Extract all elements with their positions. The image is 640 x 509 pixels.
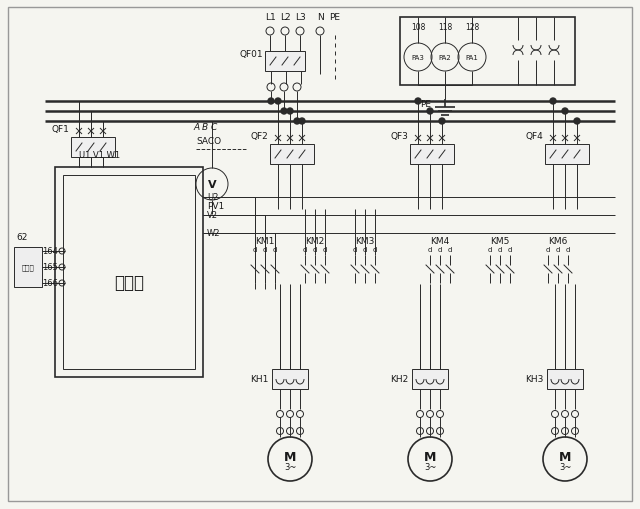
Text: d: d	[546, 246, 550, 252]
Text: KH1: KH1	[250, 375, 268, 384]
Bar	[270, 145, 314, 165]
Text: KM3: KM3	[355, 237, 374, 246]
Text: PA1: PA1	[465, 55, 479, 61]
Bar	[547, 369, 583, 389]
Text: d: d	[508, 246, 512, 252]
Circle shape	[275, 99, 281, 105]
Bar	[272, 369, 308, 389]
Text: 3~: 3~	[284, 463, 296, 471]
Text: d: d	[428, 246, 432, 252]
Text: QF2: QF2	[250, 132, 268, 140]
Text: 108: 108	[411, 23, 425, 33]
Circle shape	[294, 119, 300, 125]
Text: d: d	[498, 246, 502, 252]
Text: KM4: KM4	[430, 237, 450, 246]
Text: 165: 165	[42, 263, 58, 272]
Text: d: d	[303, 246, 307, 252]
Circle shape	[562, 109, 568, 115]
Text: KM2: KM2	[305, 237, 324, 246]
Text: U1 V1 W1: U1 V1 W1	[79, 151, 120, 160]
Text: M: M	[559, 450, 571, 464]
Text: PE: PE	[420, 100, 431, 109]
Text: V2: V2	[207, 211, 218, 220]
Text: d: d	[373, 246, 377, 252]
Bar	[265, 52, 305, 72]
Text: d: d	[323, 246, 327, 252]
Text: L2: L2	[280, 13, 291, 22]
Text: W2: W2	[207, 229, 221, 238]
Text: QF1: QF1	[51, 125, 69, 134]
Text: 128: 128	[465, 23, 479, 33]
Text: d: d	[253, 246, 257, 252]
Text: d: d	[556, 246, 560, 252]
Text: 118: 118	[438, 23, 452, 33]
Text: SACO: SACO	[196, 137, 221, 146]
Circle shape	[415, 99, 421, 105]
Text: 166: 166	[42, 279, 58, 288]
Text: KM5: KM5	[490, 237, 509, 246]
Text: M: M	[284, 450, 296, 464]
Text: d: d	[263, 246, 267, 252]
Circle shape	[281, 109, 287, 115]
Text: d: d	[353, 246, 357, 252]
Text: A B C: A B C	[194, 123, 218, 132]
Text: 压力表: 压力表	[22, 264, 35, 271]
Bar	[400, 18, 575, 86]
Text: 变频器: 变频器	[114, 273, 144, 292]
Text: PA3: PA3	[412, 55, 424, 61]
Bar	[545, 145, 589, 165]
Text: QF01: QF01	[239, 50, 263, 59]
Text: V: V	[208, 180, 216, 190]
Circle shape	[268, 99, 274, 105]
Circle shape	[427, 109, 433, 115]
Circle shape	[550, 99, 556, 105]
Text: d: d	[438, 246, 442, 252]
Bar	[63, 176, 195, 369]
Text: PV1: PV1	[207, 202, 225, 211]
Bar	[14, 247, 42, 288]
Circle shape	[439, 119, 445, 125]
Text: d: d	[363, 246, 367, 252]
Circle shape	[299, 119, 305, 125]
Text: 164: 164	[42, 247, 58, 256]
Text: KM1: KM1	[255, 237, 275, 246]
Text: L3: L3	[294, 13, 305, 22]
Text: 3~: 3~	[424, 463, 436, 471]
Text: M: M	[424, 450, 436, 464]
Text: d: d	[488, 246, 492, 252]
Bar	[71, 138, 115, 158]
Bar	[55, 167, 203, 377]
Text: KH3: KH3	[525, 375, 543, 384]
Text: N: N	[317, 13, 323, 22]
Text: d: d	[273, 246, 277, 252]
Circle shape	[574, 119, 580, 125]
Bar	[412, 369, 448, 389]
Text: 3~: 3~	[559, 463, 571, 471]
Text: L1: L1	[264, 13, 275, 22]
Text: PE: PE	[330, 13, 340, 22]
Text: KH2: KH2	[390, 375, 408, 384]
Text: d: d	[448, 246, 452, 252]
Text: d: d	[566, 246, 570, 252]
Bar	[410, 145, 454, 165]
Text: PA2: PA2	[438, 55, 451, 61]
Text: KM6: KM6	[548, 237, 568, 246]
Text: QF4: QF4	[525, 132, 543, 140]
Circle shape	[287, 109, 293, 115]
Text: U2: U2	[207, 193, 218, 202]
Text: d: d	[313, 246, 317, 252]
Text: QF3: QF3	[390, 132, 408, 140]
Text: 62: 62	[16, 233, 28, 242]
